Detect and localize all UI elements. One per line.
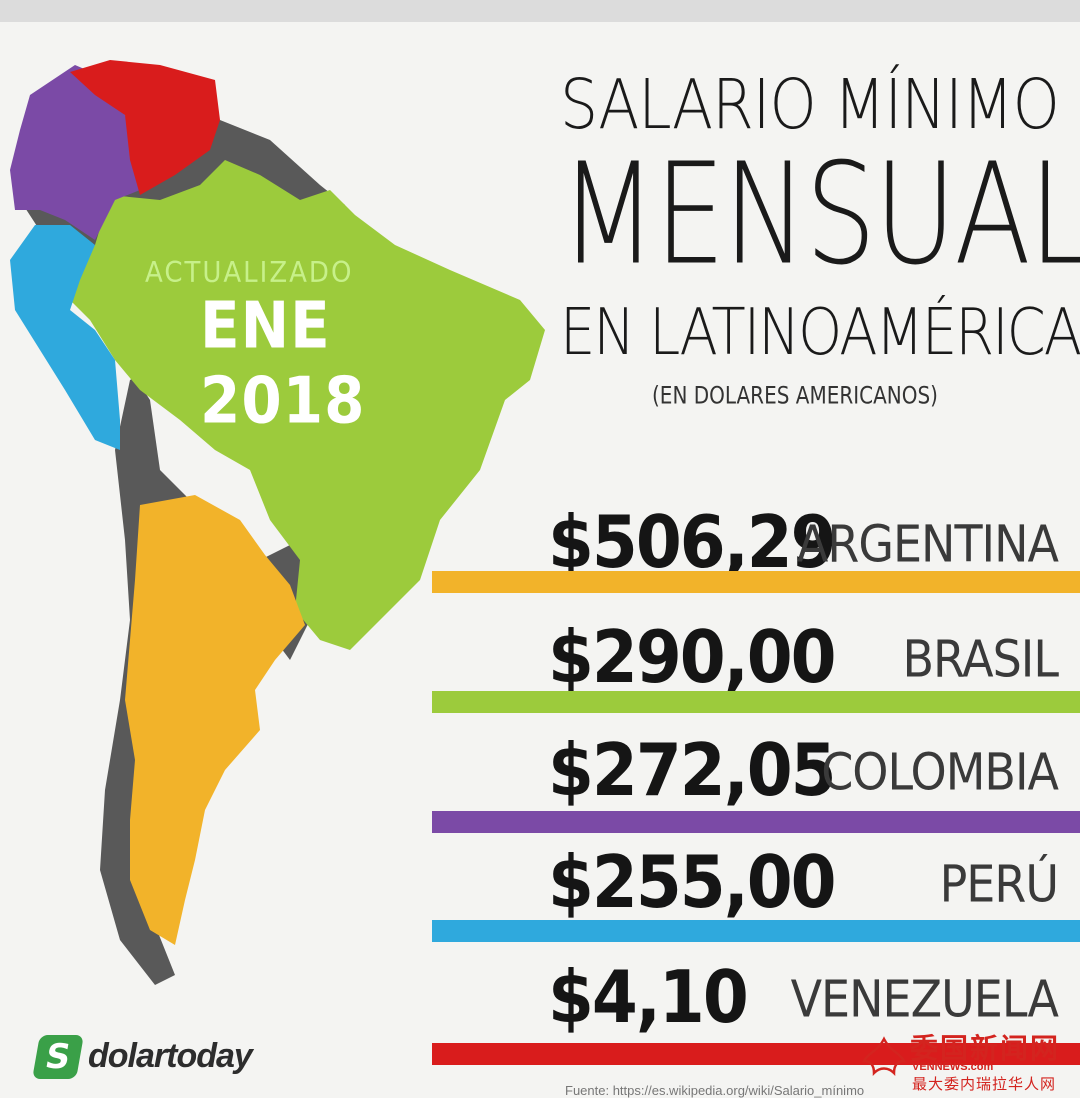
map-brasil — [70, 160, 545, 650]
map-date-label: ENE 2018 — [200, 288, 366, 438]
watermark-site: VENNEWS.com — [912, 1061, 994, 1073]
title-line-2: MENSUAL — [560, 133, 1080, 297]
bar-colombia — [432, 811, 1080, 833]
map-peru — [10, 225, 120, 450]
logo-text: dolartoday — [88, 1037, 253, 1075]
country-peru: PERÚ — [939, 854, 1059, 914]
value-venezuela: $4,10 — [548, 955, 749, 1040]
map-argentina — [125, 495, 305, 945]
value-colombia: $272,05 — [548, 728, 837, 813]
row-venezuela: $4,10 VENEZUELA — [548, 955, 1078, 1065]
value-peru: $255,00 — [548, 840, 837, 925]
dolartoday-logo: S dolartoday — [32, 1035, 296, 1085]
source-text: Fuente: https://es.wikipedia.org/wiki/Sa… — [565, 1083, 865, 1098]
bar-brasil — [432, 691, 1080, 713]
country-argentina: ARGENTINA — [796, 514, 1059, 574]
dollar-icon: S — [32, 1035, 84, 1079]
bar-venezuela — [432, 1043, 1080, 1065]
value-argentina: $506,29 — [548, 500, 837, 585]
top-strip — [0, 0, 1080, 22]
bar-perú — [432, 920, 1080, 942]
south-america-map — [10, 60, 545, 985]
row-argentina: $506,29 ARGENTINA — [548, 500, 1078, 610]
country-brasil: BRASIL — [902, 629, 1059, 689]
map-updated-label: ACTUALIZADO — [145, 256, 354, 290]
subtitle: (EN DOLARES AMERICANOS) — [652, 380, 938, 410]
map-venezuela — [70, 60, 220, 195]
watermark-title: 委国新闻网 — [910, 1032, 1061, 1065]
row-colombia: $272,05 COLOMBIA — [548, 728, 1078, 838]
watermark-tagline: 最大委内瑞拉华人网 — [912, 1075, 1057, 1093]
bar-argentina — [432, 571, 1080, 593]
map-colombia — [10, 65, 140, 240]
watermark: 委国新闻网 VENNEWS.com 最大委内瑞拉华人网 — [860, 1027, 1080, 1094]
country-colombia: COLOMBIA — [821, 742, 1059, 802]
value-brasil: $290,00 — [548, 615, 837, 700]
title-line-3: EN LATINOAMÉRICA — [560, 295, 1080, 370]
watermark-emblem-icon — [861, 1036, 907, 1077]
row-brasil: $290,00 BRASIL — [548, 615, 1078, 725]
title-line-1: SALARIO MÍNIMO — [560, 64, 1060, 146]
country-venezuela: VENEZUELA — [790, 969, 1059, 1029]
row-peru: $255,00 PERÚ — [548, 840, 1078, 950]
